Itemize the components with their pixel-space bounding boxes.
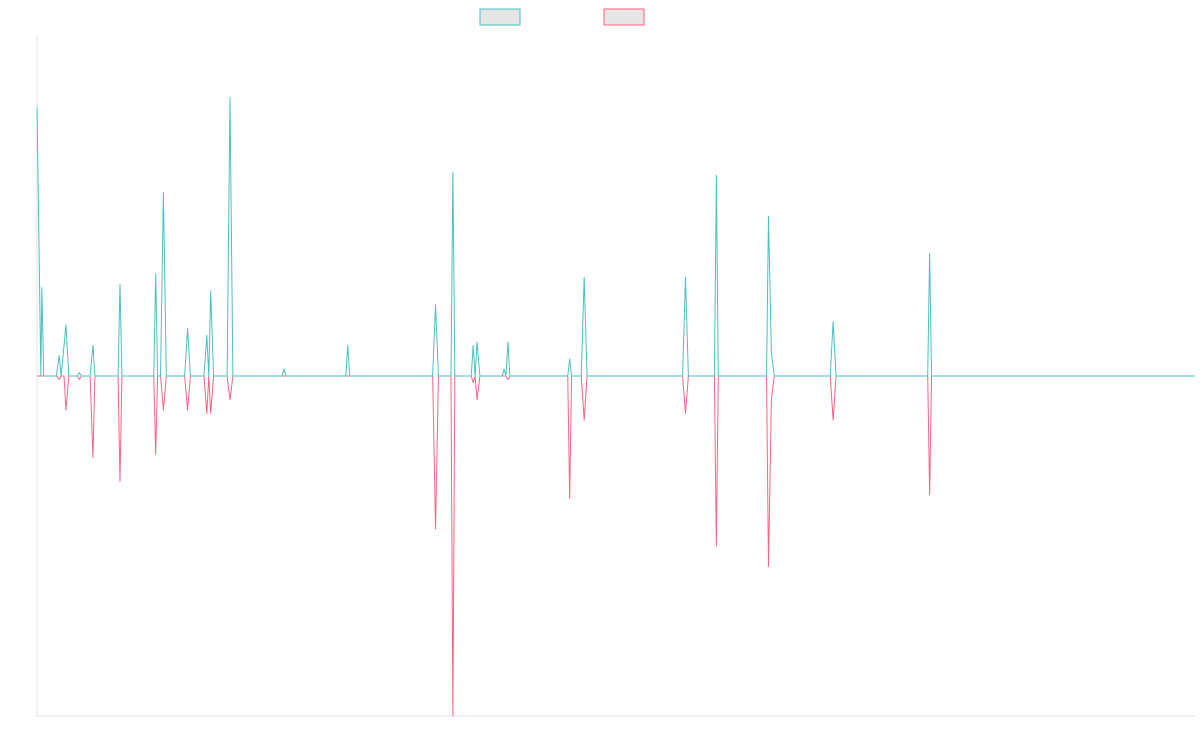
- series-line-0: [36, 96, 1195, 377]
- series-line-1: [37, 375, 1195, 717]
- legend-swatch-0[interactable]: [479, 8, 521, 26]
- legend-swatch-1[interactable]: [603, 8, 645, 26]
- legend: [479, 8, 645, 26]
- series-group: [36, 96, 1195, 717]
